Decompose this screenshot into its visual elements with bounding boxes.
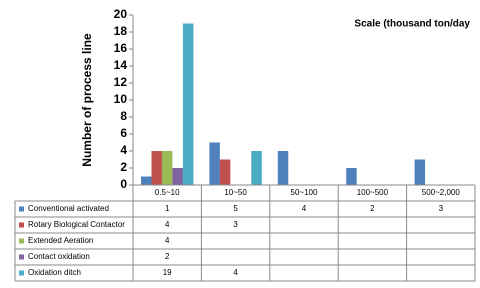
- bar: [346, 168, 357, 185]
- legend-label: Rotary Biological Contactor: [28, 220, 125, 229]
- table-value: 19: [163, 268, 172, 277]
- y-tick-label: 12: [114, 75, 128, 89]
- legend-swatch: [19, 270, 24, 276]
- legend-swatch: [19, 254, 24, 260]
- bar: [209, 142, 220, 185]
- table-value: 5: [233, 204, 238, 213]
- y-tick-label: 8: [120, 109, 127, 123]
- x-tick-label: 0.5~10: [155, 188, 180, 197]
- table-value: 2: [370, 204, 375, 213]
- y-tick-label: 4: [120, 143, 127, 157]
- legend-label: Extended Aeration: [28, 236, 93, 245]
- table-value: 3: [439, 204, 444, 213]
- bar: [251, 151, 262, 185]
- table-value: 4: [302, 204, 307, 213]
- legend-label: Contact oxidation: [28, 252, 90, 261]
- bar: [182, 23, 194, 185]
- bar: [219, 159, 231, 185]
- table-value: 4: [165, 220, 170, 229]
- x-tick-label: 10~50: [224, 188, 247, 197]
- x-tick-label: 50~100: [291, 188, 318, 197]
- y-tick-label: 14: [114, 58, 128, 72]
- legend-swatch: [19, 222, 24, 228]
- y-tick-label: 0: [120, 177, 127, 191]
- legend-label: Conventional activated: [28, 204, 109, 213]
- y-tick-label: 6: [120, 126, 127, 140]
- bar: [172, 168, 183, 185]
- table-value: 4: [165, 236, 170, 245]
- legend-swatch: [19, 238, 24, 244]
- table-value: 2: [165, 252, 170, 261]
- y-tick-label: 2: [120, 160, 127, 174]
- bar: [161, 151, 173, 185]
- bar: [151, 151, 162, 185]
- bar: [414, 159, 426, 185]
- chart-title: Scale (thousand ton/day: [354, 19, 470, 30]
- table-value: 3: [233, 220, 238, 229]
- x-tick-label: 500~2,000: [422, 188, 461, 197]
- y-tick-label: 10: [114, 92, 128, 106]
- table-value: 4: [233, 268, 238, 277]
- y-tick-label: 16: [114, 41, 128, 55]
- y-tick-label: 20: [114, 7, 128, 21]
- y-tick-label: 18: [114, 24, 128, 38]
- bar: [141, 176, 152, 185]
- bar: [277, 151, 289, 185]
- table-value: 1: [165, 204, 170, 213]
- y-axis-label: Number of process line: [80, 33, 94, 167]
- x-tick-label: 100~500: [357, 188, 389, 197]
- legend-label: Oxidation ditch: [28, 268, 81, 277]
- legend-swatch: [19, 206, 24, 212]
